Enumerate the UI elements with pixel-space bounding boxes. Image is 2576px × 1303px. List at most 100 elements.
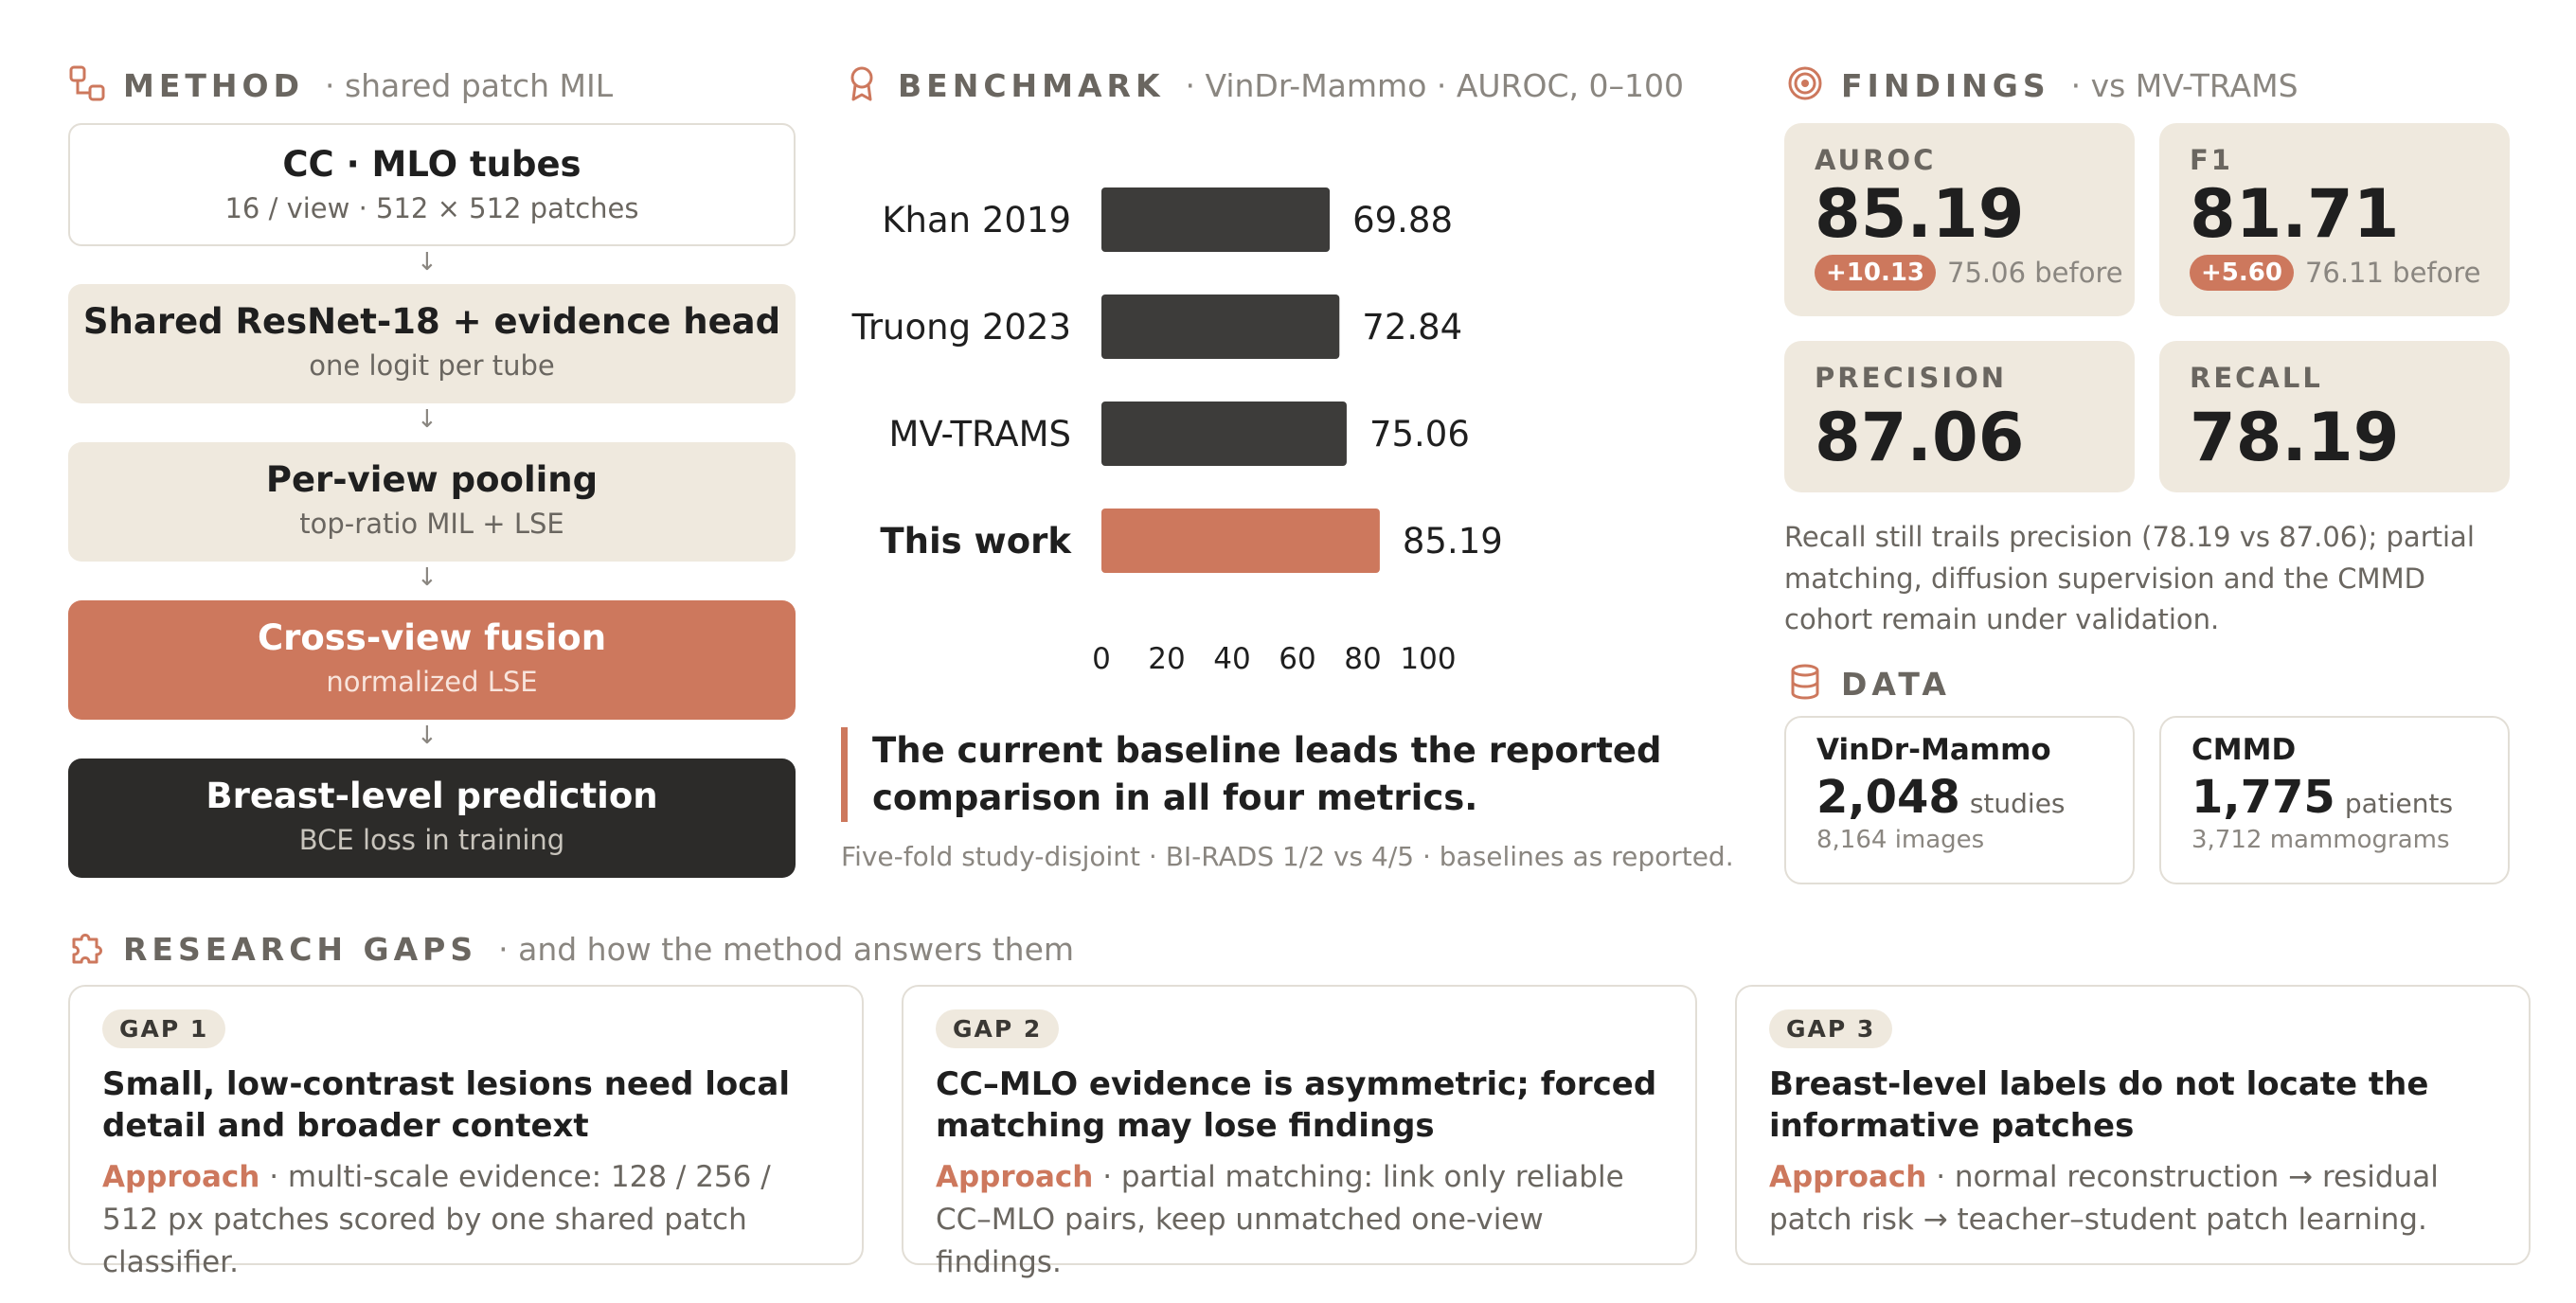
x-tick-label: 60 [1279, 642, 1315, 676]
metric-card-recall: RECALL 78.19 [2159, 341, 2510, 492]
puzzle-icon [72, 934, 102, 964]
x-tick-label: 80 [1344, 642, 1381, 676]
method-title: METHOD [123, 67, 304, 104]
bar-value-label: 85.19 [1403, 521, 1503, 562]
gap-title: Breast-level labels do not locate the in… [1769, 1065, 2429, 1146]
bar-value-label: 72.84 [1362, 307, 1462, 348]
benchmark-subtitle: · VinDr-Mammo · AUROC, 0–100 [1185, 67, 1684, 104]
gap-card-1: GAP 1 Small, low-contrast lesions need l… [68, 985, 864, 1279]
gaps-header: RESEARCH GAPS · and how the method answe… [68, 922, 1074, 968]
flow-step-title: Breast-level prediction [206, 776, 658, 816]
database-icon [1791, 664, 1819, 700]
flow-step-sub: top-ratio MIL + LSE [299, 508, 564, 540]
before-value: 75.06 before [1947, 256, 2123, 289]
metric-label: F1 [2190, 144, 2233, 176]
bar-value-label: 75.06 [1369, 414, 1470, 455]
x-tick-label: 20 [1148, 642, 1185, 676]
award-icon [850, 66, 873, 101]
callout-text: The current baseline leads the reported … [872, 730, 1662, 818]
dataset-unit: studies [1969, 788, 2066, 819]
x-tick-label: 40 [1213, 642, 1250, 676]
bar-category-label: MV-TRAMS [888, 414, 1071, 455]
flow-icon [69, 65, 105, 101]
flow-step-tubes: CC · MLO tubes 16 / view · 512 × 512 pat… [68, 123, 796, 246]
metric-label: AUROC [1815, 144, 1937, 176]
benchmark-callout: The current baseline leads the reported … [841, 727, 1731, 822]
metric-label: PRECISION [1815, 362, 2008, 394]
dataset-sub: 3,712 mammograms [2191, 826, 2450, 854]
flow-step-title: CC · MLO tubes [282, 144, 581, 185]
benchmark-footnote: Five-fold study-disjoint · BI-RADS 1/2 v… [841, 841, 1734, 872]
dataset-count: 2,048 [1816, 771, 1960, 824]
approach-label: Approach [102, 1160, 260, 1195]
arrow-down-icon: ↓ [417, 722, 438, 750]
dataset-card-cmmd: CMMD 1,775 patients 3,712 mammograms [2159, 716, 2510, 884]
gap-title: CC–MLO evidence is asymmetric; forced ma… [936, 1065, 1657, 1146]
bar [1101, 295, 1340, 359]
benchmark-title: BENCHMARK [898, 67, 1165, 104]
delta-badge: +5.60 [2190, 254, 2294, 291]
bar-value-label: 69.88 [1352, 200, 1453, 241]
gap-card-3: GAP 3 Breast-level labels do not locate … [1735, 985, 2531, 1265]
gap-tag: GAP 2 [936, 1009, 1060, 1048]
bar-category-label: This work [880, 521, 1072, 562]
arrow-down-icon: ↓ [417, 405, 438, 434]
dataset-count-row: 2,048 studies [1816, 771, 2102, 824]
approach-text: · normal reconstruction → residual patch… [1769, 1160, 2439, 1238]
flow-step-sub: 16 / view · 512 × 512 patches [224, 192, 639, 224]
flow-step-pooling: Per-view pooling top-ratio MIL + LSE [68, 442, 796, 562]
method-subtitle: · shared patch MIL [324, 67, 614, 104]
dataset-sub: 8,164 images [1816, 826, 1985, 854]
metric-delta-row: +5.60 76.11 before [2190, 254, 2481, 291]
bar [1101, 187, 1331, 252]
before-value: 76.11 before [2304, 256, 2481, 289]
data-title: DATA [1841, 666, 1951, 703]
gaps-title: RESEARCH GAPS [123, 931, 478, 968]
flow-step-title: Shared ResNet-18 + evidence head [82, 301, 781, 342]
bar-highlight [1101, 509, 1380, 573]
x-tick-label: 100 [1400, 642, 1456, 676]
approach-label: Approach [936, 1160, 1094, 1195]
delta-badge: +10.13 [1815, 254, 1937, 291]
findings-note: Recall still trails precision (78.19 vs … [1784, 521, 2475, 635]
benchmark-header: BENCHMARK · VinDr-Mammo · AUROC, 0–100 [843, 59, 1684, 104]
dataset-count-row: 1,775 patients [2191, 771, 2478, 824]
dataset-card-vindr: VinDr-Mammo 2,048 studies 8,164 images [1784, 716, 2135, 884]
metric-delta-row: +10.13 75.06 before [1815, 254, 2123, 291]
gap-approach: Approach · multi-scale evidence: 128 / 2… [102, 1156, 830, 1284]
bar-category-label: Khan 2019 [882, 200, 1071, 241]
auroc-bar-chart: Khan 2019 69.88 Truong 2023 72.84 MV-TRAMS 75… [851, 187, 1503, 676]
gap-approach: Approach · partial matching: link only r… [936, 1156, 1663, 1284]
metric-value: 78.19 [2190, 399, 2400, 476]
approach-label: Approach [1769, 1160, 1927, 1195]
gap-title: Small, low-contrast lesions need local d… [102, 1065, 790, 1146]
x-tick-label: 0 [1092, 642, 1111, 676]
gap-card-2: GAP 2 CC–MLO evidence is asymmetric; for… [902, 985, 1697, 1279]
bar [1101, 402, 1347, 466]
gap-approach: Approach · normal reconstruction → resid… [1769, 1156, 2496, 1241]
bar-category-label: Truong 2023 [851, 307, 1071, 348]
flow-step-title: Cross-view fusion [257, 617, 607, 658]
metric-label: RECALL [2190, 362, 2323, 394]
arrow-down-icon: ↓ [417, 563, 438, 592]
findings-title: FINDINGS [1841, 67, 2050, 104]
flow-step-resnet: Shared ResNet-18 + evidence head one log… [68, 284, 796, 403]
metric-card-precision: PRECISION 87.06 [1784, 341, 2135, 492]
approach-text: · partial matching: link only reliable C… [936, 1160, 1624, 1280]
flow-step-sub: one logit per tube [309, 349, 555, 382]
dataset-name: CMMD [2191, 733, 2297, 767]
findings-header: FINDINGS · vs MV-TRAMS [1786, 59, 2299, 104]
metric-card-auroc: AUROC 85.19 +10.13 75.06 before [1784, 123, 2135, 316]
dataset-count: 1,775 [2191, 771, 2335, 824]
approach-text: · multi-scale evidence: 128 / 256 / 512 … [102, 1160, 771, 1280]
dataset-name: VinDr-Mammo [1816, 733, 2051, 767]
flow-step-sub: normalized LSE [326, 666, 538, 698]
metric-value: 81.71 [2190, 175, 2400, 253]
metric-value: 85.19 [1815, 175, 2025, 253]
arrow-down-icon: ↓ [417, 248, 438, 277]
dataset-unit: patients [2344, 788, 2454, 819]
flow-step-fusion: Cross-view fusion normalized LSE [68, 600, 796, 720]
findings-subtitle: · vs MV-TRAMS [2070, 67, 2299, 104]
flow-step-prediction: Breast-level prediction BCE loss in trai… [68, 759, 796, 878]
gaps-subtitle: · and how the method answers them [498, 931, 1075, 968]
